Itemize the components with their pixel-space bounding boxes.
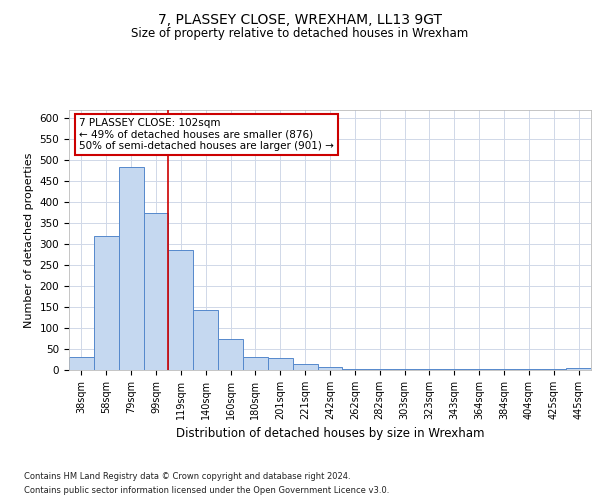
Bar	[69, 358, 94, 370]
Text: 7, PLASSEY CLOSE, WREXHAM, LL13 9GT: 7, PLASSEY CLOSE, WREXHAM, LL13 9GT	[158, 12, 442, 26]
Text: Contains public sector information licensed under the Open Government Licence v3: Contains public sector information licen…	[24, 486, 389, 495]
Bar	[417, 368, 442, 370]
Bar	[293, 364, 317, 370]
Bar	[243, 358, 268, 370]
Bar	[467, 368, 491, 370]
Y-axis label: Number of detached properties: Number of detached properties	[24, 152, 34, 328]
Bar	[268, 358, 293, 370]
Bar	[517, 368, 541, 370]
Bar	[218, 338, 243, 370]
Bar	[367, 368, 392, 370]
Bar	[442, 368, 467, 370]
Bar	[169, 250, 193, 370]
X-axis label: Distribution of detached houses by size in Wrexham: Distribution of detached houses by size …	[176, 428, 484, 440]
Bar	[193, 310, 218, 370]
Text: Contains HM Land Registry data © Crown copyright and database right 2024.: Contains HM Land Registry data © Crown c…	[24, 472, 350, 481]
Bar	[317, 366, 343, 370]
Text: 7 PLASSEY CLOSE: 102sqm
← 49% of detached houses are smaller (876)
50% of semi-d: 7 PLASSEY CLOSE: 102sqm ← 49% of detache…	[79, 118, 334, 151]
Bar	[143, 212, 169, 370]
Bar	[566, 368, 591, 370]
Text: Size of property relative to detached houses in Wrexham: Size of property relative to detached ho…	[131, 28, 469, 40]
Bar	[392, 368, 417, 370]
Bar	[119, 168, 143, 370]
Bar	[94, 236, 119, 370]
Bar	[343, 368, 367, 370]
Bar	[541, 368, 566, 370]
Bar	[491, 368, 517, 370]
